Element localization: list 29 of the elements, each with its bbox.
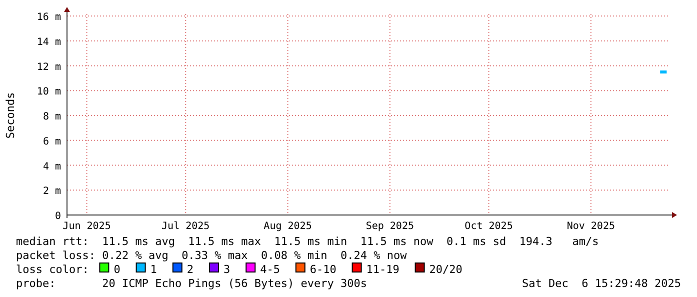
y-tick-label: 4 m [42, 161, 61, 172]
legend-label: 20/20 [429, 263, 462, 276]
legend-label: 6-10 [310, 263, 336, 276]
y-tick-label: 16 m [36, 12, 61, 23]
legend-label: 4-5 [260, 263, 280, 276]
text: packet loss: 0.22 % avg 0.33 % max 0.08 % min 0.24 % now [16, 249, 408, 262]
y-tick-label: 10 m [36, 86, 61, 98]
legend-label: 1 [150, 263, 157, 276]
y-tick-label: 6 m [42, 136, 61, 148]
x-tick-label: Nov 2025 [566, 221, 616, 232]
y-tick-label: 8 m [42, 112, 61, 122]
x-tick-label: Sep 2025 [366, 221, 414, 232]
text: Sat Dec 6 15:29:48 2025 [522, 277, 681, 290]
legend-label: 0 [114, 263, 120, 276]
legend-label: 11-19 [366, 263, 400, 276]
y-tick-label: 14 m [36, 36, 61, 48]
legend-label: 3 [224, 263, 230, 276]
x-tick-label: Oct 2025 [464, 221, 513, 232]
x-tick-label: Jul 2025 [162, 221, 210, 232]
text: median rtt: 11.5 ms avg 11.5 ms max 11.5 ms min 11.5 ms now 0.1 ms sd 194.3 am/s [16, 235, 599, 248]
text: probe: 20 ICMP Echo Pings (56 Bytes) every 300s [16, 277, 367, 290]
legend-label: 2 [186, 263, 194, 276]
y-axis-title: Seconds [4, 92, 17, 139]
y-tick-label: 0 [54, 211, 61, 222]
legend-title: loss color: [16, 263, 89, 276]
x-tick-label: Jun 2025 [62, 221, 111, 232]
y-tick-label: 2 m [42, 186, 61, 198]
y-tick-label: 12 m [36, 62, 61, 73]
x-tick-label: Aug 2025 [264, 221, 312, 232]
